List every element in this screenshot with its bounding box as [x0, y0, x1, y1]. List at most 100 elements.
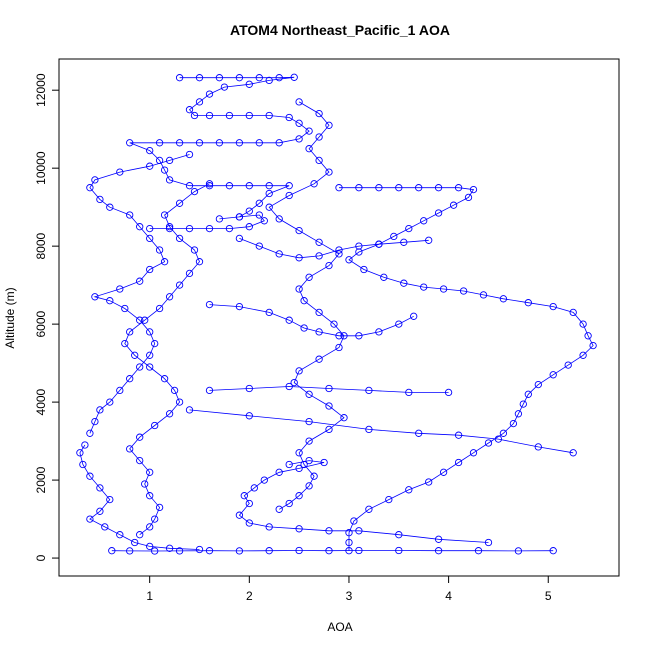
data-point: [155, 304, 164, 313]
data-point: [300, 297, 308, 305]
data-point: [151, 339, 159, 348]
data-point: [185, 106, 194, 114]
data-point: [255, 199, 263, 207]
data-point: [141, 480, 149, 488]
data-point: [584, 332, 592, 340]
data-point: [340, 414, 348, 422]
series-line: [238, 460, 489, 543]
data-point: [405, 486, 413, 494]
data-point: [464, 193, 473, 202]
data-point: [165, 223, 174, 231]
data-point: [365, 386, 373, 395]
data-point: [425, 478, 433, 486]
data-point: [549, 547, 557, 555]
data-point: [345, 538, 353, 547]
data-point: [265, 547, 273, 555]
data-point: [295, 449, 303, 457]
y-tick-label: 12000: [34, 73, 48, 107]
data-point: [355, 527, 363, 535]
data-point: [215, 215, 224, 223]
data-point: [355, 184, 363, 192]
data-point: [439, 468, 448, 476]
data-point: [190, 111, 199, 120]
data-point: [96, 406, 104, 414]
data-point: [295, 226, 303, 235]
data-point: [175, 199, 184, 207]
data-point: [190, 187, 199, 196]
data-point: [365, 505, 373, 513]
data-point: [195, 545, 204, 554]
data-point: [400, 238, 408, 246]
data-point: [310, 180, 318, 188]
data-point: [335, 246, 343, 254]
data-point: [290, 378, 298, 387]
data-point: [509, 419, 518, 428]
data-point: [141, 316, 149, 324]
data-point: [305, 390, 313, 398]
data-point: [255, 242, 263, 250]
data-point: [454, 458, 463, 467]
data-point: [175, 139, 184, 147]
data-point: [121, 339, 129, 348]
data-point: [160, 258, 169, 266]
data-point: [305, 437, 313, 445]
data-point: [205, 547, 214, 555]
data-point: [131, 538, 139, 547]
data-point: [205, 111, 214, 120]
data-point: [474, 547, 483, 555]
data-point: [305, 145, 313, 153]
data-point: [175, 234, 184, 243]
data-point: [375, 328, 383, 336]
data-point: [275, 505, 283, 513]
data-point: [375, 184, 383, 192]
data-point: [255, 139, 263, 147]
data-point: [235, 302, 244, 311]
data-point: [136, 316, 144, 324]
data-point: [265, 189, 273, 198]
data-point: [395, 531, 403, 539]
data-point: [146, 492, 154, 500]
data-point: [146, 234, 154, 243]
y-axis-label: Altitude (m): [3, 287, 17, 348]
data-point: [146, 351, 154, 359]
data-point: [195, 98, 204, 106]
data-point: [106, 203, 114, 211]
data-point: [325, 425, 333, 434]
data-point: [245, 182, 253, 190]
data-point: [146, 224, 154, 233]
data-point: [459, 287, 468, 295]
data-point: [205, 180, 214, 188]
data-point: [126, 211, 134, 219]
data-point: [305, 127, 313, 135]
data-point: [295, 464, 303, 473]
data-point: [315, 156, 323, 165]
data-point: [315, 355, 323, 363]
data-point: [185, 224, 194, 233]
data-point: [415, 429, 423, 437]
data-point: [225, 182, 234, 190]
data-point: [245, 519, 253, 527]
data-point: [165, 293, 174, 301]
data-point: [235, 547, 244, 555]
data-point: [151, 547, 159, 555]
data-point: [295, 525, 303, 533]
data-point: [355, 248, 363, 256]
data-point: [146, 162, 154, 170]
data-point: [250, 484, 258, 492]
data-point: [315, 238, 323, 246]
data-point: [155, 503, 164, 512]
data-point: [439, 285, 448, 293]
x-tick-label: 5: [545, 589, 552, 603]
data-point: [146, 468, 154, 476]
data-point: [91, 417, 99, 426]
series-line: [268, 101, 345, 510]
data-point: [245, 223, 253, 231]
data-point: [96, 507, 104, 515]
series-line: [239, 238, 429, 259]
y-tick-label: 6000: [34, 310, 48, 337]
data-point: [220, 83, 229, 91]
data-point: [589, 341, 597, 350]
data-point: [524, 390, 532, 398]
data-point: [579, 320, 587, 328]
data-point: [295, 98, 303, 106]
